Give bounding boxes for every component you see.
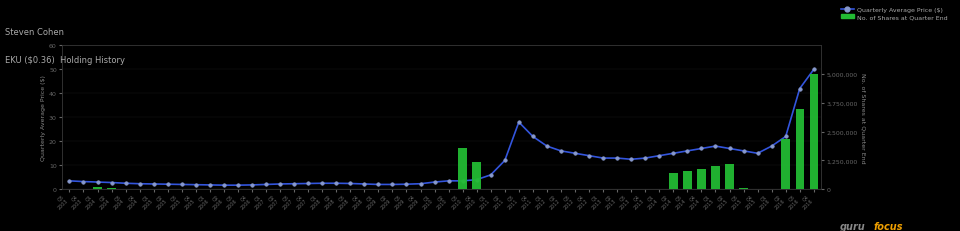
Bar <box>796 109 804 189</box>
Bar <box>684 171 691 189</box>
Bar <box>739 188 748 189</box>
Bar <box>472 162 481 189</box>
Text: focus: focus <box>874 221 903 231</box>
Bar <box>93 188 102 189</box>
Text: guru: guru <box>840 221 866 231</box>
Legend: Quarterly Average Price ($), No. of Shares at Quarter End: Quarterly Average Price ($), No. of Shar… <box>841 8 948 20</box>
Bar <box>459 148 467 189</box>
Bar <box>781 139 790 189</box>
Y-axis label: No. of Shares at Quarter End: No. of Shares at Quarter End <box>860 73 866 163</box>
Bar <box>726 164 733 189</box>
Bar <box>809 75 818 189</box>
Bar <box>108 188 116 189</box>
Bar <box>711 167 720 189</box>
Text: Steven Cohen: Steven Cohen <box>5 28 63 37</box>
Text: EKU ($0.36)  Holding History: EKU ($0.36) Holding History <box>5 55 125 64</box>
Bar <box>697 169 706 189</box>
Bar <box>669 173 678 189</box>
Y-axis label: Quarterly Average Price ($): Quarterly Average Price ($) <box>41 75 46 161</box>
